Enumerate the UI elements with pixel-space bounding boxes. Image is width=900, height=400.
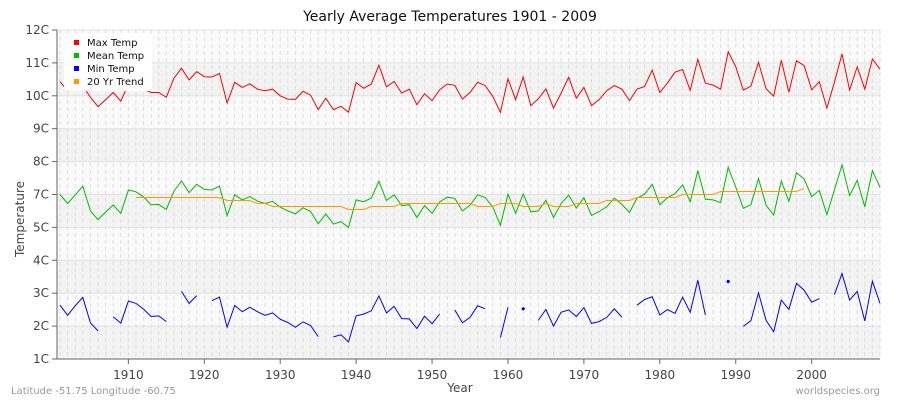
plot-band bbox=[57, 227, 880, 261]
x-tick-label: 1930 bbox=[265, 368, 296, 382]
series-max-temp bbox=[59, 50, 881, 114]
series-line-min-temp bbox=[636, 280, 706, 316]
series-line-20-yr-trend bbox=[136, 188, 805, 210]
legend-box bbox=[64, 33, 152, 91]
y-tick-label: 3C bbox=[33, 286, 49, 300]
series-line-min-temp bbox=[742, 282, 820, 334]
legend-swatch-min-temp bbox=[74, 66, 79, 71]
series-line-min-temp bbox=[112, 300, 167, 324]
series-line-min-temp bbox=[211, 296, 319, 337]
x-tick-label: 1960 bbox=[493, 368, 524, 382]
x-tick-label: 1920 bbox=[189, 368, 220, 382]
y-axis-label: Temperature bbox=[13, 181, 27, 258]
y-tick-label: 7C bbox=[33, 188, 49, 202]
legend-label-min-temp: Min Temp bbox=[87, 64, 135, 75]
plot-band bbox=[57, 128, 880, 162]
series-line-min-temp bbox=[499, 307, 509, 338]
x-tick-label: 1980 bbox=[645, 368, 676, 382]
y-tick-label: 8C bbox=[33, 155, 49, 169]
location-caption: Latitude -51.75 Longitude -60.75 bbox=[11, 386, 176, 397]
x-tick-label: 1940 bbox=[341, 368, 372, 382]
series-point-min-temp bbox=[521, 307, 525, 311]
x-axis-label: Year bbox=[447, 381, 473, 395]
y-tick-label: 10C bbox=[25, 89, 49, 103]
legend-label-20-yr-trend: 20 Yr Trend bbox=[87, 77, 144, 88]
plot-band bbox=[57, 194, 880, 228]
legend: Max Temp Mean Temp Min Temp 20 Yr Trend bbox=[64, 33, 152, 91]
series-line-min-temp bbox=[537, 306, 623, 328]
legend-label-mean-temp: Mean Temp bbox=[87, 51, 144, 62]
series-line-min-temp bbox=[454, 305, 486, 324]
y-tick-label: 1C bbox=[33, 352, 49, 366]
x-tick-label: 1950 bbox=[417, 368, 448, 382]
plot-band bbox=[57, 293, 880, 327]
plot-band bbox=[57, 95, 880, 129]
site-credit: worldspecies.org bbox=[795, 386, 880, 397]
series-line-min-temp bbox=[833, 271, 881, 322]
y-tick-label: 4C bbox=[33, 253, 49, 267]
series-min-temp bbox=[59, 271, 881, 343]
plot-band bbox=[57, 161, 880, 195]
series-mean-temp bbox=[59, 163, 881, 229]
series-line-min-temp bbox=[181, 291, 198, 305]
y-tick-label: 9C bbox=[33, 122, 49, 136]
plot-band bbox=[57, 260, 880, 294]
legend-swatch-max-temp bbox=[74, 40, 79, 45]
series-line-min-temp bbox=[59, 296, 99, 332]
legend-swatch-mean-temp bbox=[74, 53, 79, 58]
series-line-min-temp bbox=[333, 294, 440, 343]
plot-band bbox=[57, 30, 880, 63]
series-20-yr-trend bbox=[136, 188, 805, 210]
y-tick-label: 12C bbox=[25, 23, 49, 37]
y-tick-label: 11C bbox=[25, 56, 49, 70]
legend-swatch-20-yr-trend bbox=[74, 79, 79, 84]
series-line-mean-temp bbox=[59, 163, 881, 229]
plot-band bbox=[57, 62, 880, 96]
chart-title: Yearly Average Temperatures 1901 - 2009 bbox=[303, 9, 597, 25]
x-tick-label: 1970 bbox=[569, 368, 600, 382]
x-tick-label: 1910 bbox=[113, 368, 144, 382]
y-tick-label: 5C bbox=[33, 220, 49, 234]
plot-band bbox=[57, 326, 880, 359]
x-tick-label: 2000 bbox=[796, 368, 827, 382]
series-line-max-temp bbox=[59, 50, 881, 114]
x-tick-label: 1990 bbox=[720, 368, 751, 382]
series-point-min-temp bbox=[726, 279, 730, 284]
y-tick-label: 2C bbox=[33, 319, 49, 333]
legend-label-max-temp: Max Temp bbox=[87, 38, 138, 49]
